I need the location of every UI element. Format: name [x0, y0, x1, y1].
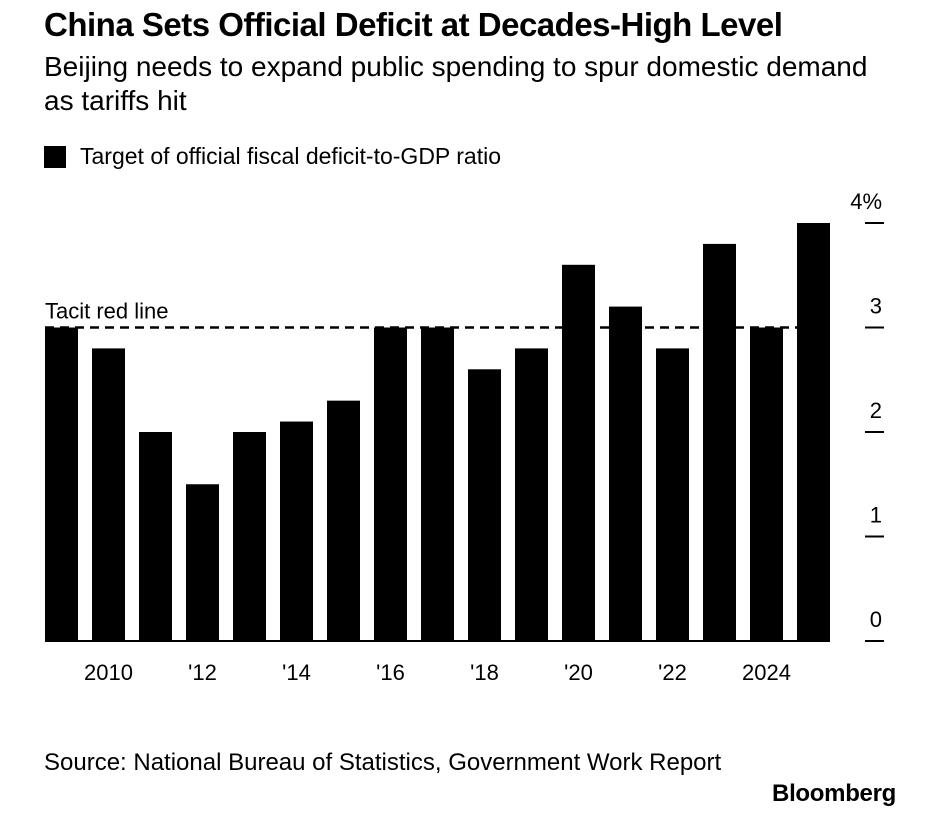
x-tick-label: 2010: [84, 660, 133, 685]
bar-2021: [609, 306, 642, 641]
legend: Target of official fiscal deficit-to-GDP…: [44, 143, 501, 170]
x-tick-label: '16: [376, 660, 405, 685]
x-tick-label: '18: [470, 660, 499, 685]
bar-2013: [233, 432, 266, 641]
bar-2020: [562, 264, 595, 641]
y-tick-label: 4%: [850, 189, 882, 214]
bar-2022: [656, 348, 689, 641]
y-tick-label: 0: [870, 607, 882, 632]
bar-2009: [45, 327, 78, 641]
x-tick-label: '22: [658, 660, 687, 685]
chart-title: China Sets Official Deficit at Decades-H…: [44, 6, 783, 43]
chart-subtitle: Beijing needs to expand public spending …: [44, 51, 868, 116]
source-note: Source: National Bureau of Statistics, G…: [44, 749, 722, 776]
bar-2025: [797, 223, 830, 641]
y-tick-label: 1: [870, 503, 882, 528]
x-tick-label: '14: [282, 660, 311, 685]
x-tick-label: 2024: [742, 660, 791, 685]
y-tick-label: 3: [870, 294, 882, 319]
annotation-label: Tacit red line: [45, 299, 169, 324]
bar-2016: [374, 327, 407, 641]
bar-2019: [515, 348, 548, 641]
bar-2012: [186, 484, 219, 641]
bar-2015: [327, 400, 360, 641]
bar-2023: [703, 243, 736, 641]
x-tick-label: '12: [188, 660, 217, 685]
bar-2018: [468, 369, 501, 641]
bar-2017: [421, 327, 454, 641]
bar-2010: [92, 348, 125, 641]
bar-2014: [280, 421, 313, 641]
bloomberg-logo: Bloomberg: [772, 780, 896, 807]
y-tick-label: 2: [870, 398, 882, 423]
legend-swatch: [44, 145, 66, 168]
bar-2024: [750, 327, 783, 641]
legend-label: Target of official fiscal deficit-to-GDP…: [80, 143, 501, 169]
x-tick-label: '20: [564, 660, 593, 685]
bar-2011: [139, 432, 172, 641]
